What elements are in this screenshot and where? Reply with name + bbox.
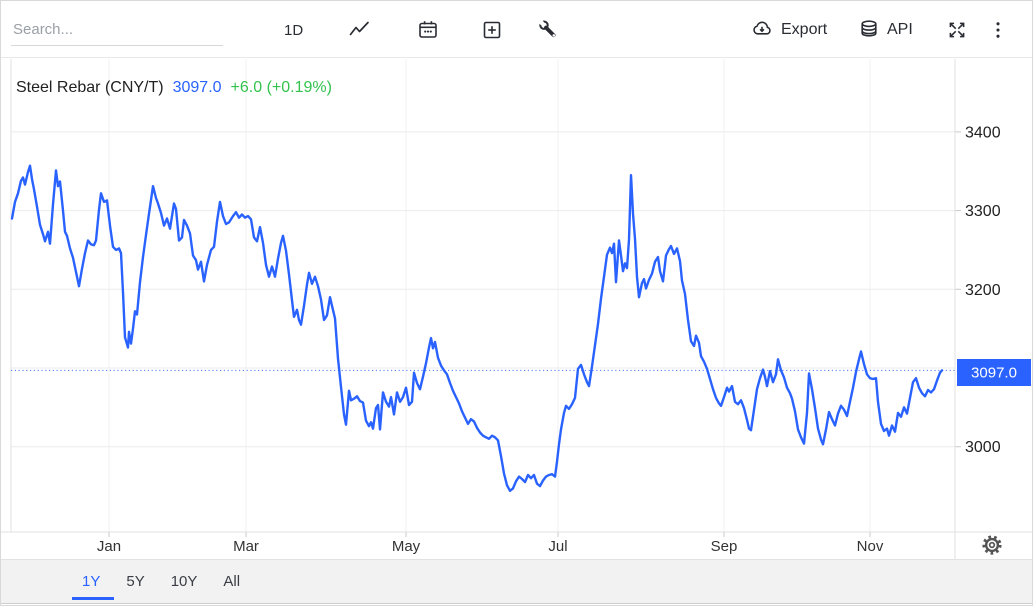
fullscreen-button[interactable] bbox=[942, 15, 972, 45]
range-all[interactable]: All bbox=[223, 573, 241, 590]
wrench-icon bbox=[537, 19, 556, 38]
api-label: API bbox=[887, 21, 913, 38]
x-axis-label: Nov bbox=[857, 538, 884, 555]
range-1y[interactable]: 1Y bbox=[82, 573, 101, 590]
date-range-button[interactable] bbox=[413, 15, 443, 45]
y-axis-label: 3300 bbox=[965, 203, 1001, 220]
more-menu-button[interactable] bbox=[987, 15, 1009, 45]
current-price-badge-label: 3097.0 bbox=[971, 365, 1017, 382]
y-axis-label: 3200 bbox=[965, 282, 1001, 299]
search-input[interactable] bbox=[11, 13, 223, 46]
y-axis-label: 3400 bbox=[965, 124, 1001, 141]
gear-icon bbox=[982, 535, 1002, 555]
x-axis-label: May bbox=[392, 538, 421, 555]
instrument-title: Steel Rebar (CNY/T) bbox=[16, 79, 164, 96]
current-price-badge bbox=[957, 359, 1031, 386]
toolbar: 1D bbox=[1, 1, 1032, 58]
x-axis-label: Jul bbox=[548, 538, 567, 555]
x-axis-label: Mar bbox=[233, 538, 259, 555]
plus-square-icon bbox=[483, 21, 501, 39]
active-range-underline bbox=[72, 597, 114, 600]
range-10y[interactable]: 10Y bbox=[170, 573, 198, 590]
compare-add-button[interactable] bbox=[477, 15, 507, 45]
interval-button[interactable]: 1D bbox=[284, 15, 303, 45]
price-line bbox=[10, 164, 944, 492]
api-button[interactable]: API bbox=[857, 15, 913, 45]
last-price: 3097.0 bbox=[172, 79, 222, 96]
price-change: +6.0 (+0.19%) bbox=[230, 79, 332, 96]
y-axis-label: 3000 bbox=[965, 439, 1001, 456]
export-label: Export bbox=[781, 21, 828, 38]
tools-button[interactable] bbox=[534, 15, 564, 45]
line-chart-icon bbox=[349, 21, 369, 36]
settings-button[interactable] bbox=[981, 534, 1003, 556]
calendar-icon bbox=[419, 21, 437, 38]
cloud-download-icon bbox=[753, 21, 771, 35]
database-icon bbox=[861, 20, 877, 37]
instrument-header: Steel Rebar (CNY/T) 3097.0 +6.0 (+0.19%) bbox=[16, 79, 332, 97]
kebab-menu-icon bbox=[996, 22, 1000, 38]
range-selector: 1Y 5Y 10Y All bbox=[82, 560, 240, 603]
fullscreen-icon bbox=[949, 22, 965, 38]
range-5y[interactable]: 5Y bbox=[126, 573, 145, 590]
range-selector-bar: 1Y 5Y 10Y All bbox=[1, 559, 1032, 604]
x-axis-label: Jan bbox=[97, 538, 121, 555]
x-axis-label: Sep bbox=[711, 538, 738, 555]
chart-style-button[interactable] bbox=[345, 15, 375, 45]
export-button[interactable]: Export bbox=[749, 15, 827, 45]
